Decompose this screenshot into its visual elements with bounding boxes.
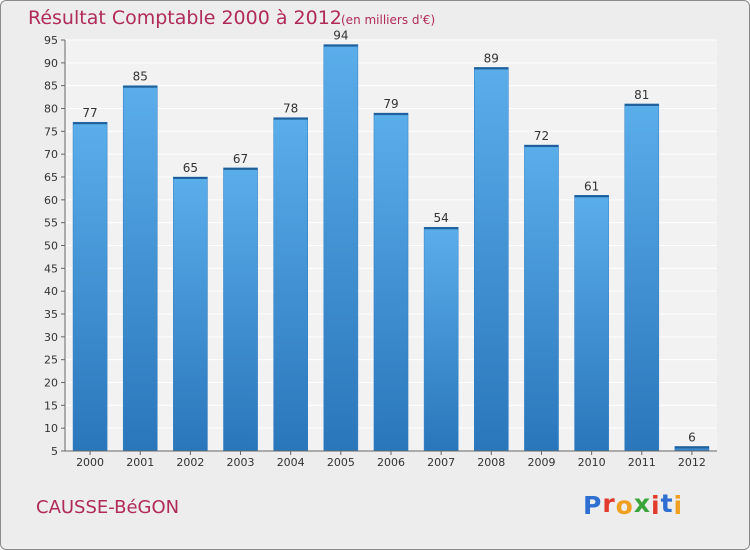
x-tick-label: 2006: [377, 456, 405, 469]
bar-cap: [273, 117, 308, 120]
logo-letter: i: [673, 491, 684, 520]
data-label: 78: [283, 102, 298, 116]
data-label: 65: [183, 161, 198, 175]
x-tick-label: 2002: [176, 456, 204, 469]
y-tick-label: 20: [44, 377, 58, 390]
y-tick-label: 30: [44, 331, 58, 344]
data-label: 67: [233, 152, 248, 166]
logo-letter: t: [660, 489, 674, 518]
x-tick-label: 2008: [477, 456, 505, 469]
bar-2002: [173, 176, 208, 452]
y-tick-label: 70: [44, 148, 58, 161]
bar-cap: [574, 195, 609, 198]
bar-cap: [524, 145, 559, 148]
bar-2007: [423, 226, 459, 452]
bar-cap: [674, 446, 709, 449]
bar-2004: [273, 117, 308, 452]
y-tick-label: 5: [51, 445, 58, 458]
data-label: 6: [688, 430, 696, 444]
y-tick-label: 45: [44, 262, 58, 275]
y-tick-label: 85: [44, 80, 58, 93]
bar-cap: [73, 122, 108, 125]
bar-cap: [624, 103, 659, 106]
x-tick-label: 2009: [527, 456, 555, 469]
x-tick-label: 2005: [327, 456, 355, 469]
bar-2000: [72, 121, 108, 452]
bar-cap: [424, 227, 459, 230]
y-tick-label: 65: [44, 171, 58, 184]
data-label: 94: [333, 29, 348, 43]
bar-2009: [524, 144, 559, 452]
y-tick-label: 50: [44, 240, 58, 253]
data-label: 54: [434, 211, 449, 225]
chart-title: Résultat Comptable 2000 à 2012: [28, 7, 342, 29]
y-tick-label: 15: [44, 399, 58, 412]
logo-letter: o: [615, 491, 634, 520]
chart-subtitle: (en milliers d'€): [341, 13, 436, 27]
bar-cap: [223, 167, 258, 170]
x-tick-label: 2012: [678, 456, 706, 469]
logo-letter: P: [583, 491, 603, 520]
x-tick-label: 2001: [126, 456, 154, 469]
proxiti-logo: Proxiti: [583, 489, 684, 520]
y-tick-label: 95: [44, 34, 58, 47]
y-tick-label: 40: [44, 285, 58, 298]
bar-2005: [323, 44, 359, 452]
bar-2011: [624, 103, 660, 452]
bar-2003: [223, 167, 258, 452]
data-label: 77: [82, 106, 97, 120]
y-tick-label: 25: [44, 354, 58, 367]
data-label: 85: [133, 70, 148, 84]
y-tick-label: 10: [44, 422, 58, 435]
data-label: 81: [634, 88, 649, 102]
logo-letter: i: [651, 491, 661, 520]
data-label: 89: [484, 51, 499, 65]
data-label: 72: [534, 129, 549, 143]
data-label: 79: [383, 97, 398, 111]
logo-letter: x: [633, 489, 651, 518]
bar-2008: [474, 67, 509, 452]
y-tick-label: 35: [44, 308, 58, 321]
bar-2010: [574, 195, 609, 452]
bar-cap: [373, 113, 409, 116]
data-label: 61: [584, 179, 599, 193]
x-tick-label: 2010: [578, 456, 606, 469]
x-tick-label: 2003: [227, 456, 255, 469]
logo-letter: r: [602, 489, 616, 518]
bar-2001: [122, 85, 158, 452]
bar-cap: [123, 85, 158, 88]
x-tick-label: 2004: [277, 456, 305, 469]
bar-cap: [474, 67, 509, 70]
x-tick-label: 2011: [628, 456, 656, 469]
y-tick-label: 55: [44, 217, 58, 230]
y-tick-label: 90: [44, 57, 58, 70]
bar-cap: [323, 44, 358, 47]
bar-2006: [373, 112, 409, 452]
y-tick-label: 75: [44, 125, 58, 138]
x-tick-label: 2007: [427, 456, 455, 469]
bar-cap: [173, 177, 208, 179]
x-tick-label: 2000: [76, 456, 104, 469]
y-tick-label: 60: [44, 194, 58, 207]
commune-name: CAUSSE-BéGON: [36, 497, 180, 518]
y-tick-label: 80: [44, 103, 58, 116]
